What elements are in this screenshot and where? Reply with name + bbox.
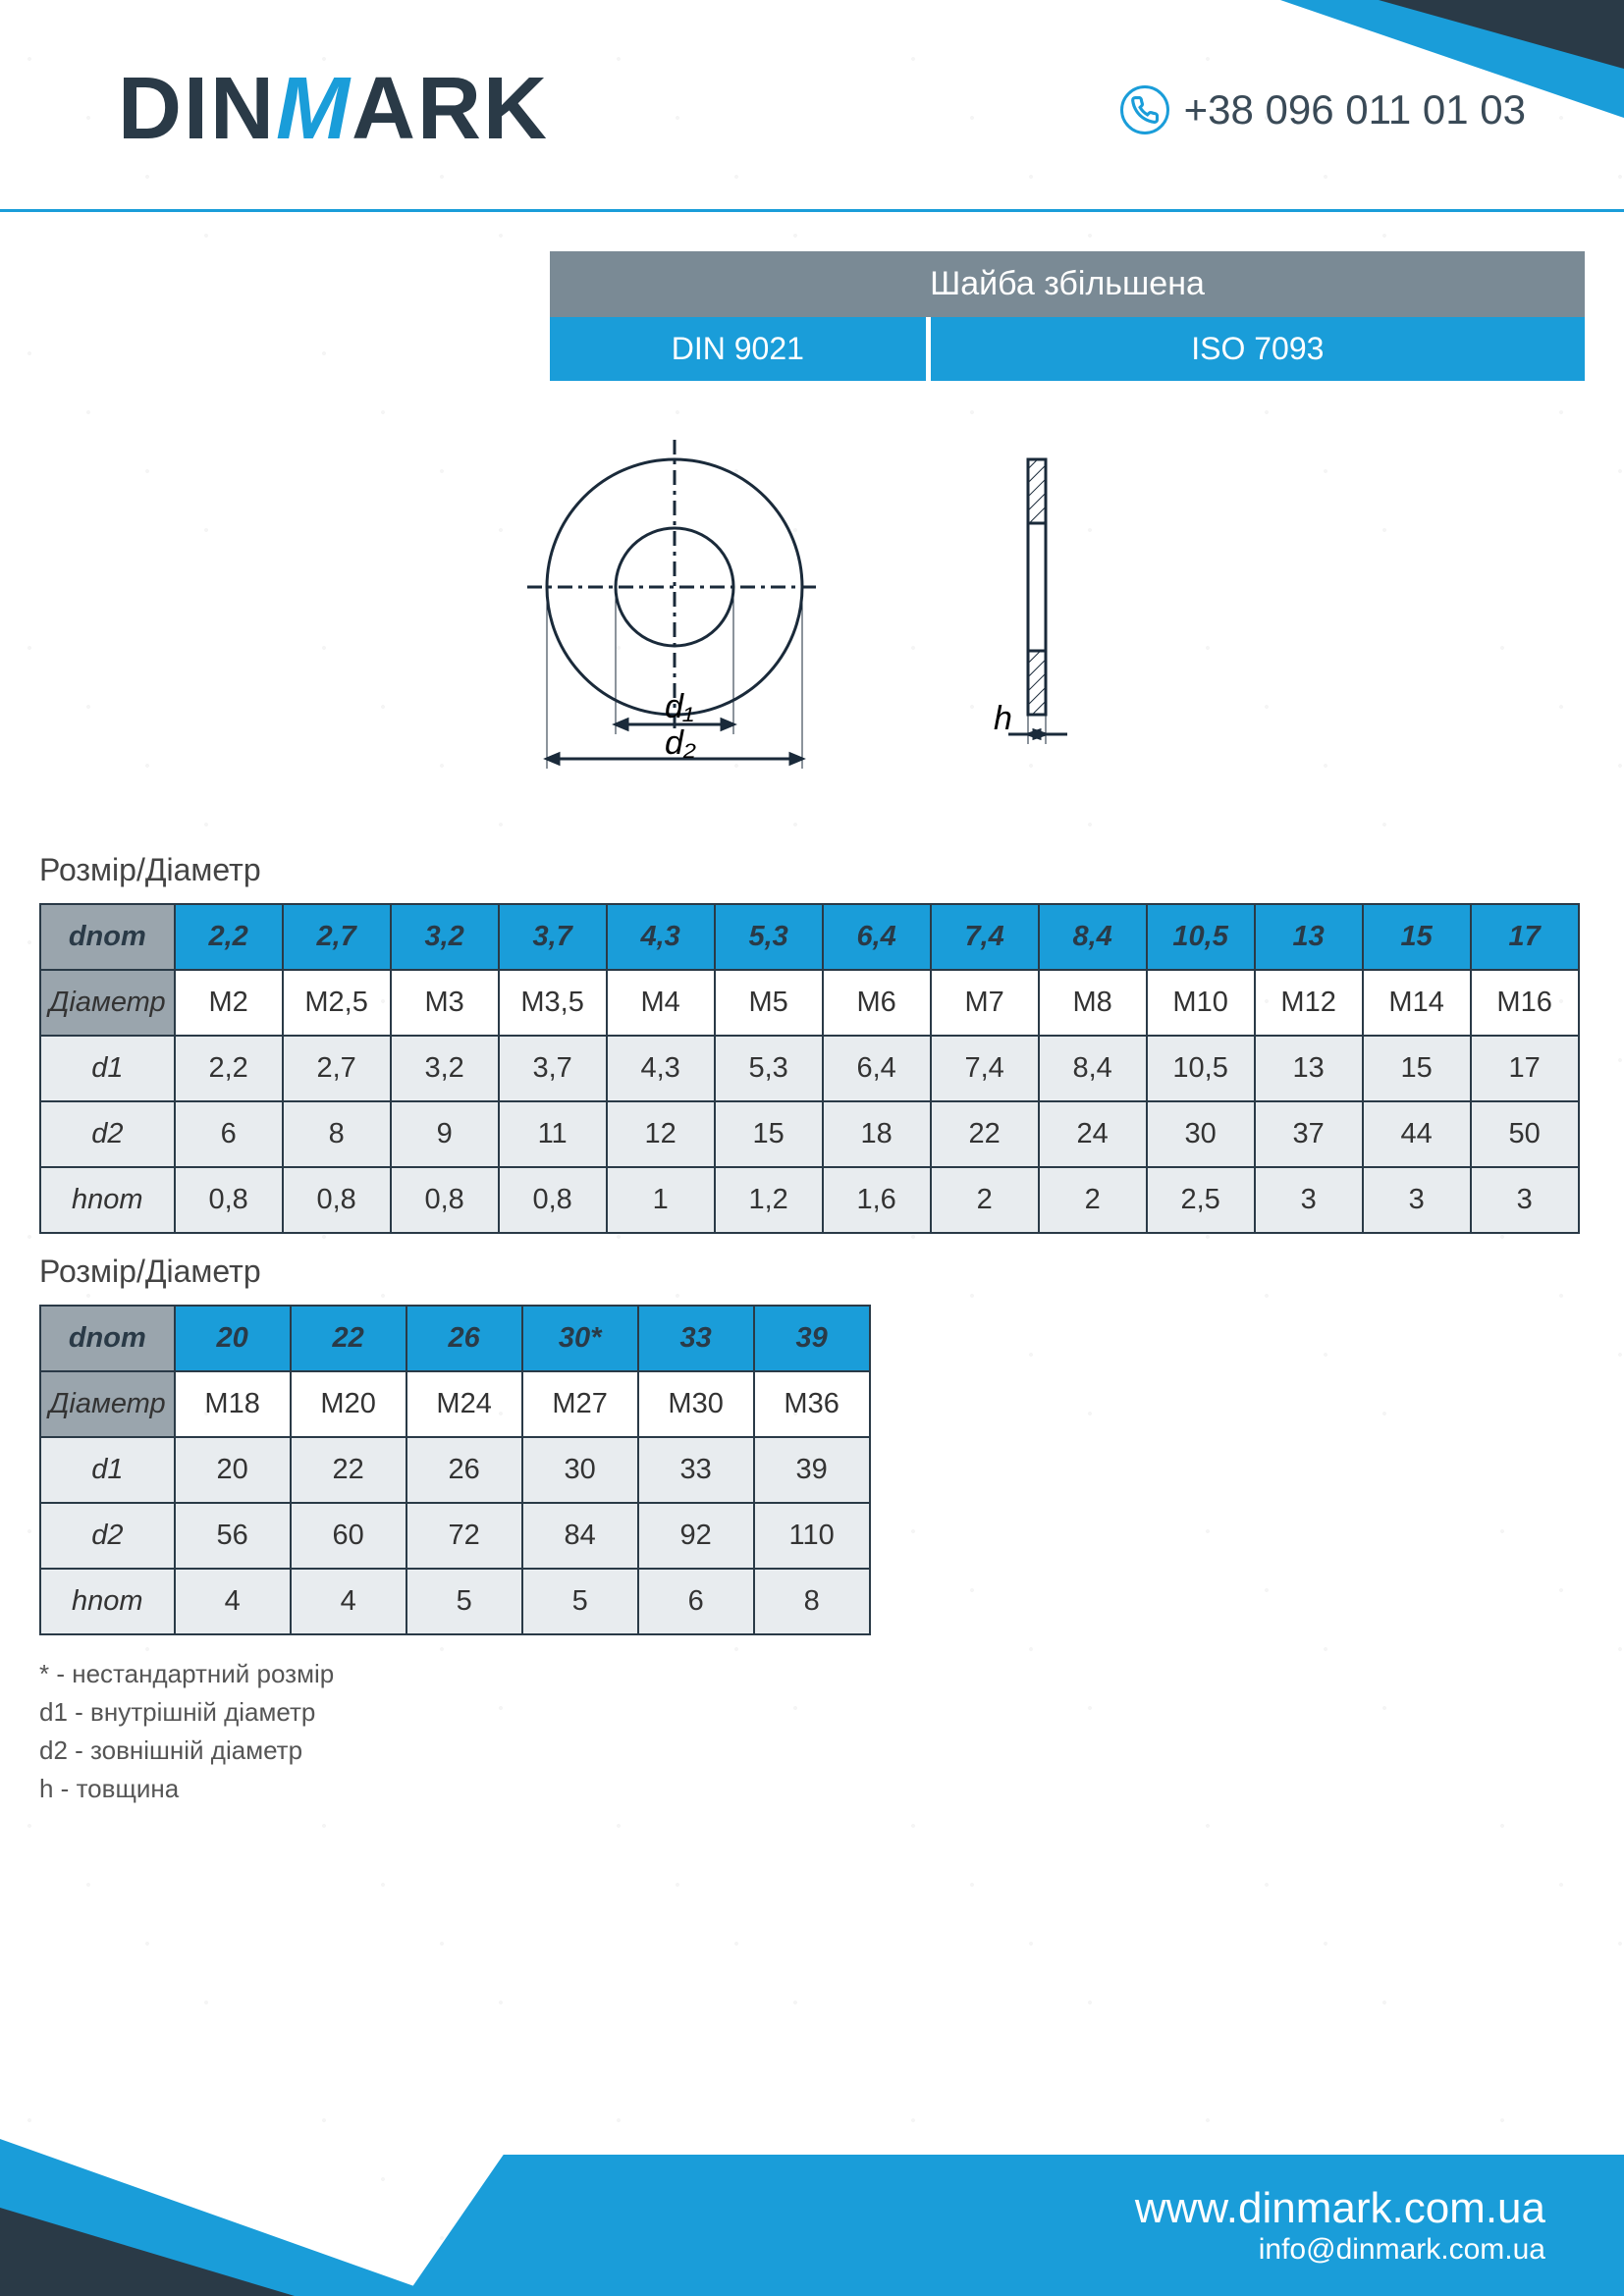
product-title-bar: Шайба збільшена DIN 9021 ISO 7093 bbox=[550, 251, 1585, 381]
table-row: d25660728492110 bbox=[40, 1503, 870, 1569]
logo-part2: M bbox=[276, 60, 352, 158]
footnote-line: h - товщина bbox=[39, 1770, 1585, 1808]
footer-decoration bbox=[0, 2208, 295, 2296]
table-row: d1202226303339 bbox=[40, 1437, 870, 1503]
footer-url: www.dinmark.com.ua bbox=[603, 2184, 1546, 2233]
table-row: d268911121518222430374450 bbox=[40, 1101, 1579, 1167]
phone-icon bbox=[1120, 85, 1169, 134]
page-footer: www.dinmark.com.ua info@dinmark.com.ua bbox=[0, 2100, 1624, 2296]
logo-part3: ARK bbox=[352, 60, 549, 158]
header-divider bbox=[0, 209, 1624, 212]
brand-logo: DINMARK bbox=[118, 59, 549, 160]
standard-iso: ISO 7093 bbox=[931, 317, 1585, 381]
footnote-line: * - нестандартний розмір bbox=[39, 1655, 1585, 1693]
phone-contact: +38 096 011 01 03 bbox=[1120, 85, 1526, 134]
table-row: hnom0,80,80,80,811,21,6222,5333 bbox=[40, 1167, 1579, 1233]
label-d1: d₁ bbox=[665, 688, 694, 725]
washer-front-view: d₁ d₂ bbox=[508, 440, 841, 774]
footer-email: info@dinmark.com.ua bbox=[603, 2233, 1546, 2267]
table1-label: Розмір/Діаметр bbox=[39, 852, 1624, 888]
table2-label: Розмір/Діаметр bbox=[39, 1254, 1624, 1290]
logo-part1: DIN bbox=[118, 60, 276, 158]
table-row: hnom445568 bbox=[40, 1569, 870, 1634]
label-d2: d₂ bbox=[665, 724, 696, 762]
page-header: DINMARK +38 096 011 01 03 bbox=[0, 0, 1624, 199]
table-row: ДіаметрM18M20M24M27M30M36 bbox=[40, 1371, 870, 1437]
washer-side-view: h bbox=[959, 440, 1116, 774]
label-h: h bbox=[994, 700, 1012, 737]
table-row: ДіаметрM2M2,5M3M3,5M4M5M6M7M8M10M12M14M1… bbox=[40, 970, 1579, 1036]
footnotes: * - нестандартний розмір d1 - внутрішній… bbox=[39, 1655, 1585, 1808]
table-header-row: dnom 2,2 2,7 3,2 3,7 4,3 5,3 6,4 7,4 8,4… bbox=[40, 904, 1579, 970]
dimensions-table-2: dnom 20 22 26 30* 33 39 ДіаметрM18M20M24… bbox=[39, 1305, 871, 1635]
footnote-line: d1 - внутрішній діаметр bbox=[39, 1693, 1585, 1732]
table-header-row: dnom 20 22 26 30* 33 39 bbox=[40, 1306, 870, 1371]
dimensions-table-1: dnom 2,2 2,7 3,2 3,7 4,3 5,3 6,4 7,4 8,4… bbox=[39, 903, 1580, 1234]
technical-diagram: d₁ d₂ h bbox=[0, 440, 1624, 774]
table-row: d12,22,73,23,74,35,36,47,48,410,5131517 bbox=[40, 1036, 1579, 1101]
phone-number: +38 096 011 01 03 bbox=[1184, 86, 1526, 133]
footnote-line: d2 - зовнішній діаметр bbox=[39, 1732, 1585, 1770]
product-title: Шайба збільшена bbox=[550, 251, 1585, 317]
standard-din: DIN 9021 bbox=[550, 317, 931, 381]
